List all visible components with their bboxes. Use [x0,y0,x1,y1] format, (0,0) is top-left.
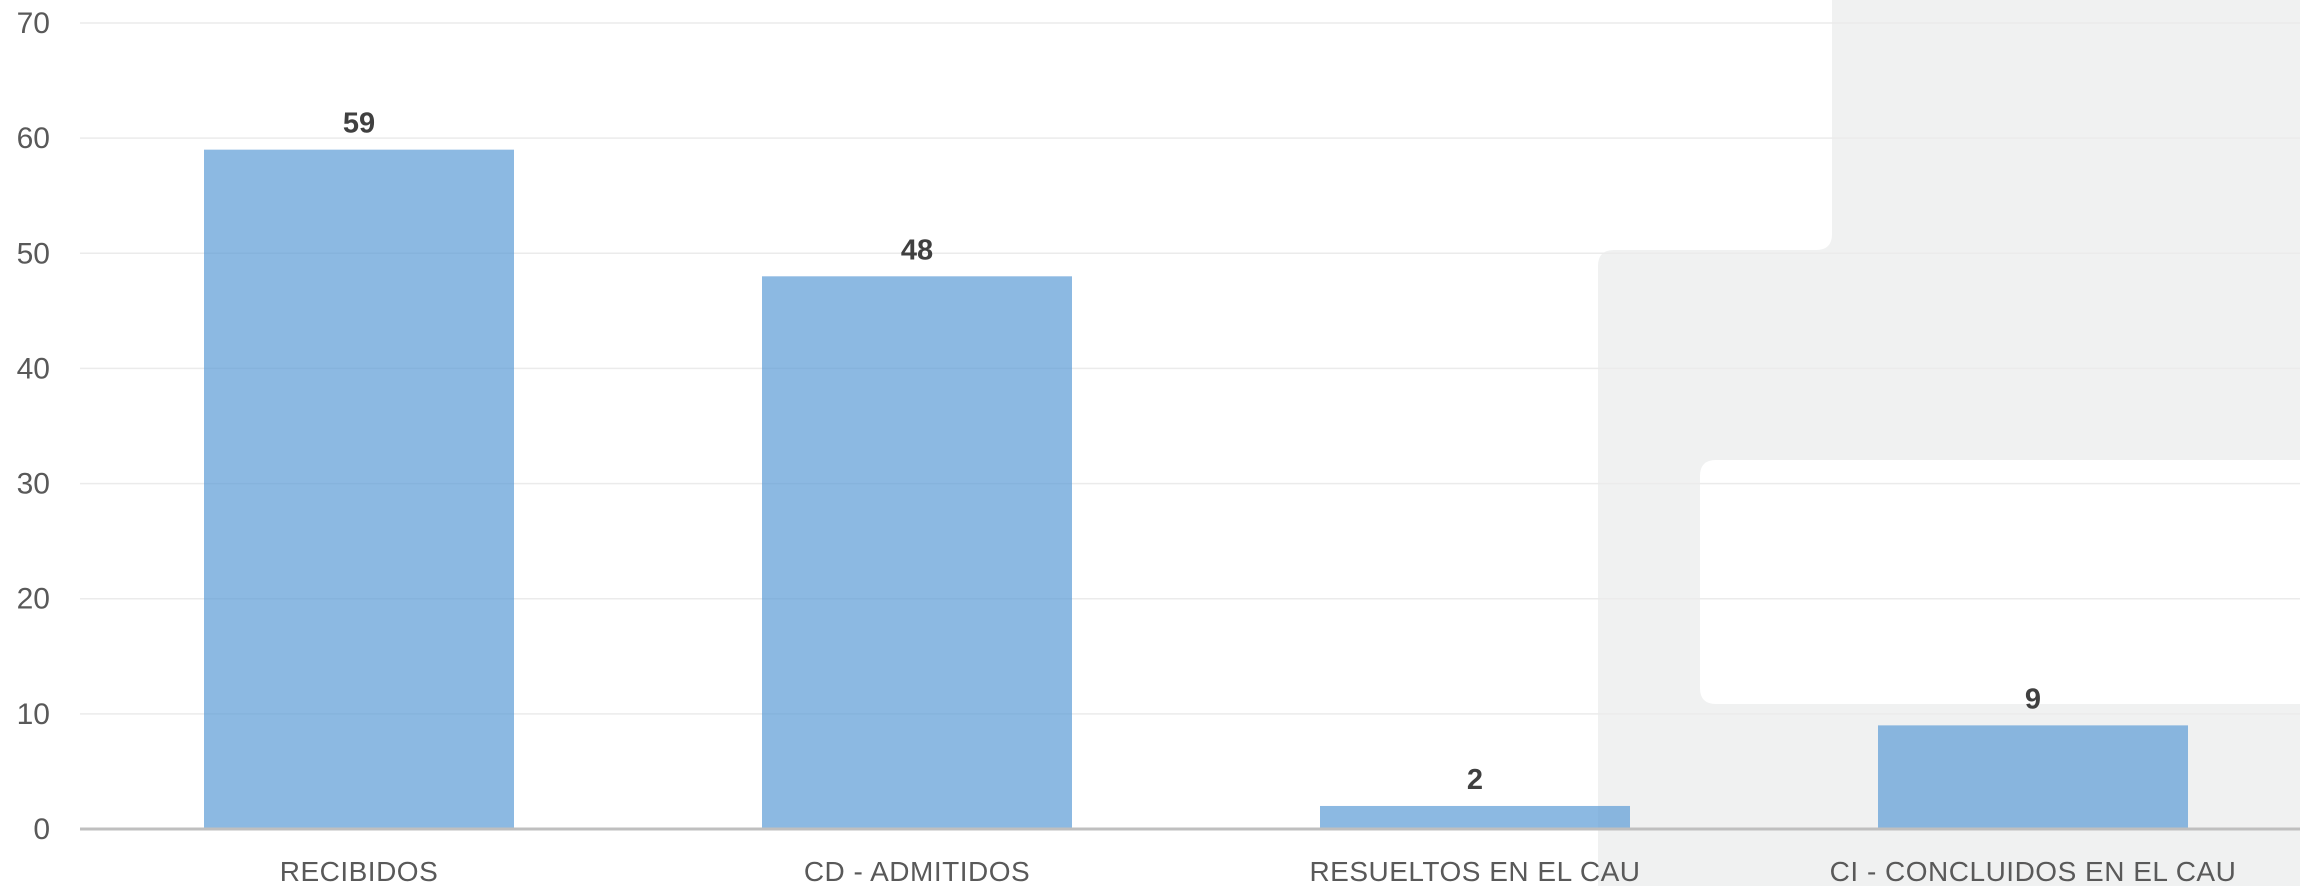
y-tick-label: 40 [17,352,50,385]
y-tick-label: 60 [17,122,50,155]
bar-data-label: 48 [901,234,933,266]
bar [204,149,514,829]
bar [1878,725,2188,829]
x-category-label: RESUELTOS EN EL CAU [1309,856,1640,886]
y-tick-label: 20 [17,583,50,616]
y-tick-label: 50 [17,237,50,270]
y-tick-label: 0 [33,813,50,846]
bar [1320,805,1630,829]
gridlines [80,22,2300,715]
bar [762,276,1072,829]
x-category-label: CD - ADMITIDOS [804,856,1030,886]
y-tick-label: 30 [17,468,50,501]
bar-data-label: 2 [1467,764,1483,796]
y-tick-label: 70 [17,7,50,40]
x-axis-category-labels: RECIBIDOS CD - ADMITIDOS RESUELTOS EN EL C… [280,856,2237,886]
bar-data-label: 9 [2025,683,2041,715]
y-axis-ticks: 0 10 20 30 40 50 60 70 [17,7,50,846]
x-category-label: RECIBIDOS [280,856,439,886]
x-category-label: CI - CONCLUIDOS EN EL CAU [1830,856,2237,886]
y-tick-label: 10 [17,698,50,731]
bars [204,149,2188,829]
data-labels: 59 48 2 9 [343,108,2041,796]
background-overlay-panel [1598,0,2300,886]
bar-data-label: 59 [343,108,375,140]
